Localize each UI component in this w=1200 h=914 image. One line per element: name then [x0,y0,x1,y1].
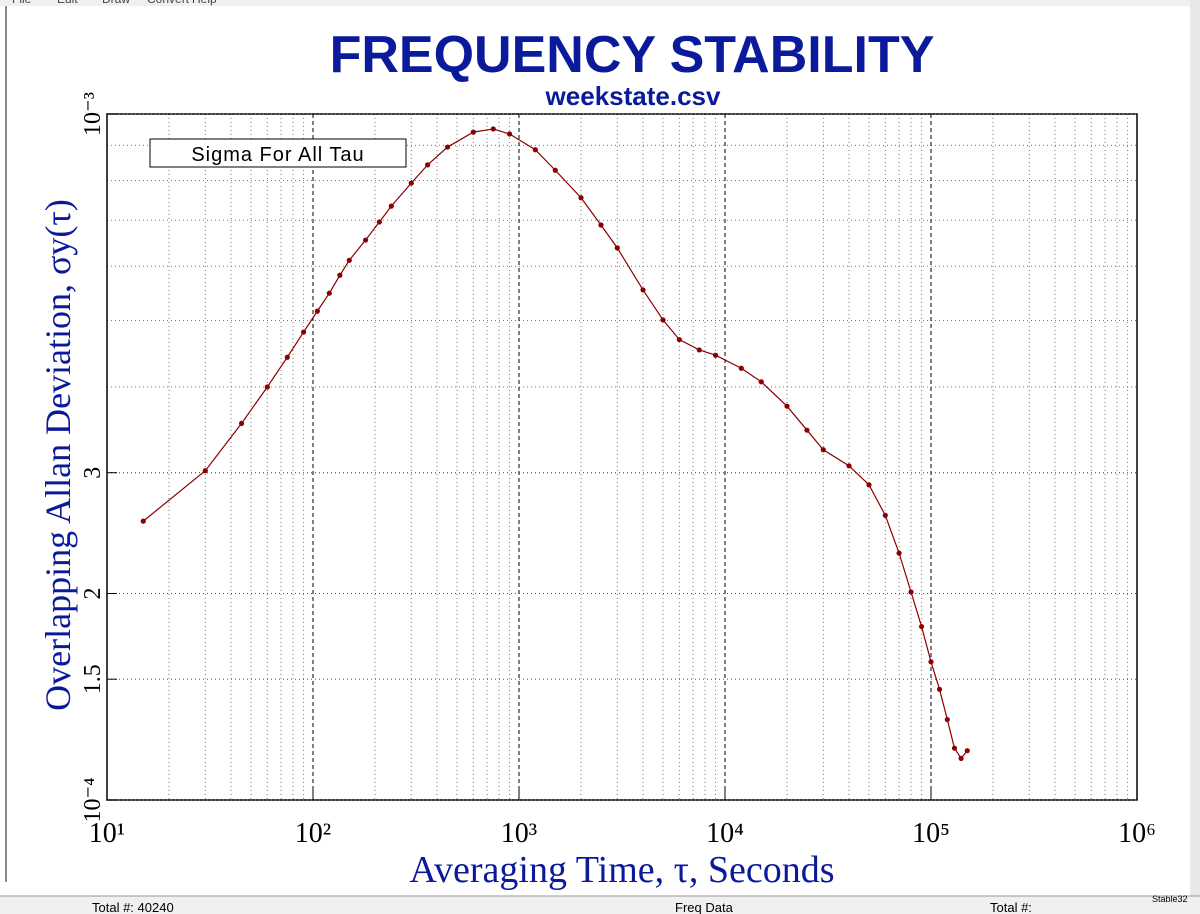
legend-label: Sigma For All Tau [191,144,364,166]
data-point [936,686,943,692]
data-point [846,463,852,469]
data-point [820,447,826,453]
data-point [928,659,934,665]
side-strip [1190,0,1200,914]
data-point [202,468,208,474]
data-point [758,379,764,385]
y-tick-label: 10⁻³ [80,92,106,136]
y-tick-label: 1.5 [80,664,106,694]
data-point [712,352,719,358]
plot: 10¹ 10² 10³ 10⁴ 10⁵ 10⁶ 10⁻⁴ 1.5 2 3 10⁻³ Sigma For… [80,92,1156,849]
x-tick-label: 10² [295,818,331,849]
chart-subtitle: weekstate.csv [545,81,721,111]
y-tick-label: 2 [80,587,106,599]
data-point [300,329,307,335]
app-name: Stable32 [1152,894,1188,904]
data-point [918,623,925,630]
x-tick-label: 10⁶ [1118,818,1156,849]
data-point [284,354,290,360]
data-point [490,126,496,132]
menu-item[interactable]: File [12,0,32,6]
data-point [408,180,414,186]
chart-title: FREQUENCY STABILITY [330,26,935,84]
series-line [142,128,968,760]
data-point [738,365,744,371]
status-bar [0,896,1200,914]
data-point [598,222,604,228]
legend-box [149,138,407,168]
data-point [362,237,369,243]
data-point [424,162,431,168]
data-point [696,347,702,353]
data-point [337,272,343,278]
data-point [804,427,810,433]
menu: File Edit Draw ConvertHelp [12,0,217,6]
data-point [660,317,666,323]
menu-item[interactable]: Draw [102,0,130,6]
data-point [578,195,584,201]
x-tick-label: 10¹ [89,818,125,849]
y-axis-label: Overlapping Allan Deviation, σy(τ) [38,199,78,711]
menu-item[interactable]: Convert [147,0,190,6]
menu-item[interactable]: Edit [57,0,78,6]
data-point [238,420,245,426]
x-axis-label: Averaging Time, τ, Seconds [409,849,834,891]
y-tick-label: 3 [80,467,106,479]
data-point [951,745,958,751]
data-point [140,518,146,524]
data-point [784,403,790,409]
data-point [866,482,872,488]
x-tick-label: 10⁴ [706,818,744,849]
data-point [552,167,558,173]
data-point [470,129,476,135]
data-point [896,550,902,556]
data-point [964,748,970,754]
x-tick-label: 10⁵ [912,818,950,849]
data-point [958,755,964,761]
data-point [264,384,270,390]
data-point [532,147,538,153]
menu-bar [0,0,1200,6]
data-point [346,257,352,263]
menu-item[interactable]: Help [192,0,217,6]
data-point [314,308,320,314]
data-point [506,131,513,137]
data-point [376,219,382,225]
status-total: Total #: 40240 [92,900,174,914]
status-total-right: Total #: [990,900,1032,914]
data-point [944,716,950,723]
data-point [614,245,620,251]
data-point [388,203,394,209]
data-point [882,512,888,518]
data-point [640,287,646,293]
data-point [676,336,682,343]
x-tick-label: 10³ [501,818,537,849]
data-point [444,144,451,150]
data-point [908,589,914,595]
y-tick-label: 10⁻⁴ [80,777,106,822]
data-point [326,290,332,296]
status-option: Freq Data [675,900,734,914]
